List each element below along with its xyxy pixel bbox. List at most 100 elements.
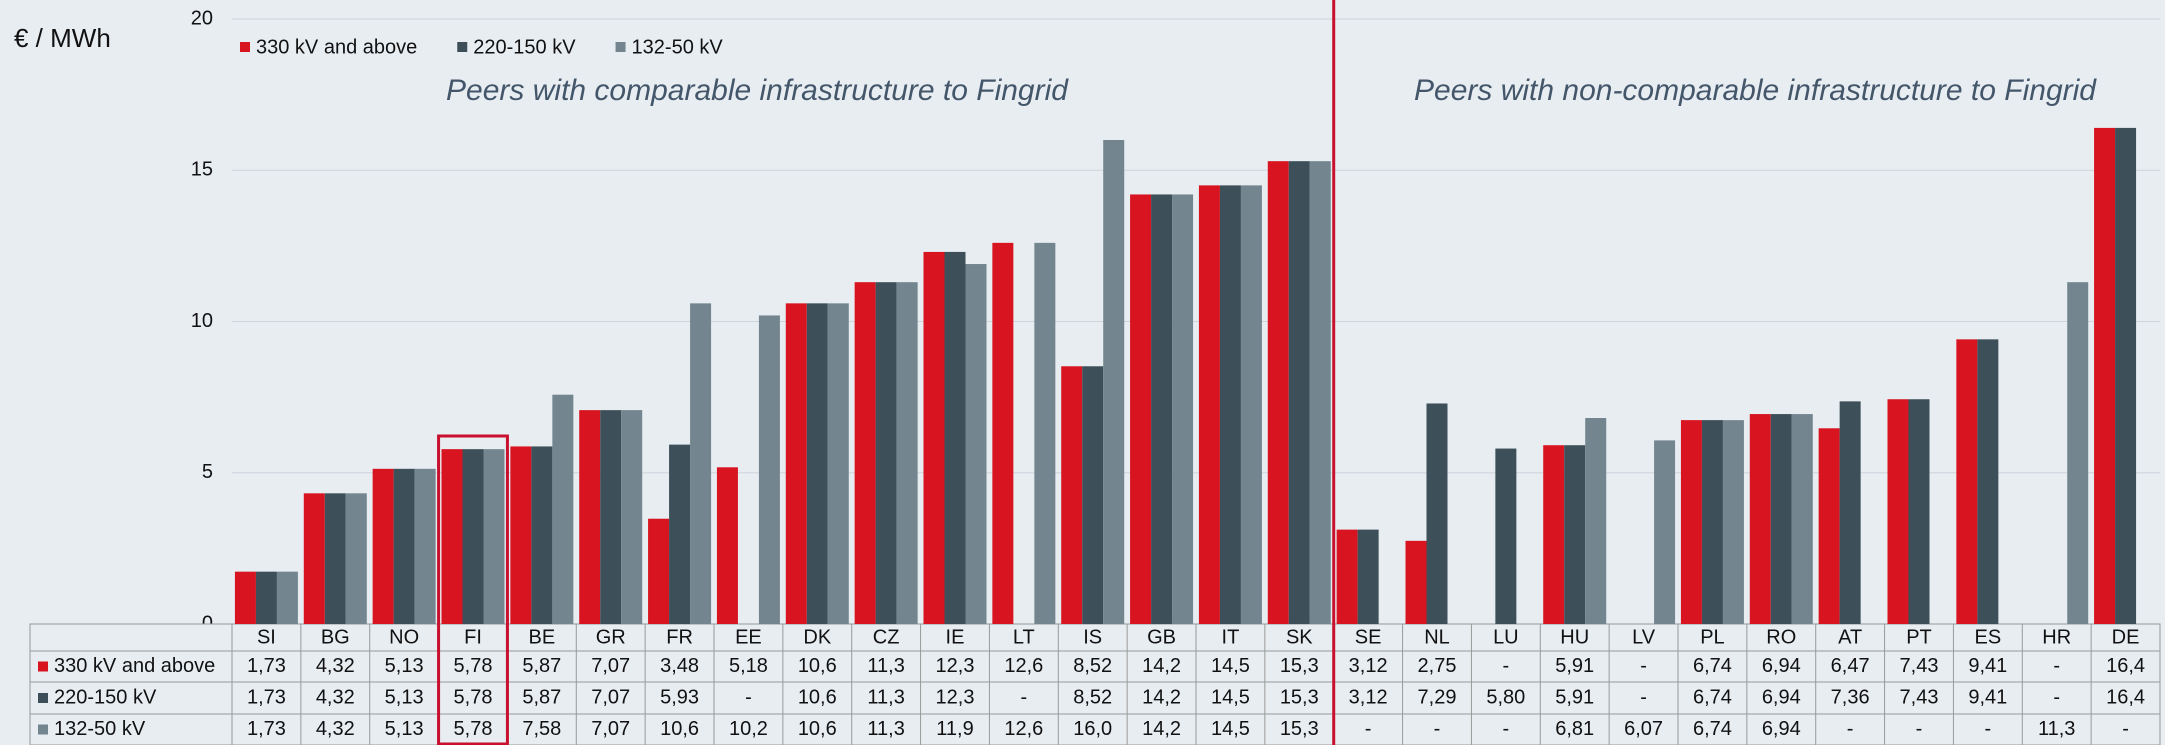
bar	[1405, 540, 1427, 624]
bar	[255, 571, 277, 624]
table-cell: 15,3	[1280, 655, 1319, 677]
bar	[965, 264, 987, 624]
bar	[600, 410, 622, 624]
table-cell: -	[1916, 718, 1923, 740]
table-cell: 3,12	[1349, 655, 1388, 677]
table-cell: -	[1847, 718, 1854, 740]
table-cell: 12,6	[1004, 718, 1043, 740]
bar	[552, 394, 574, 624]
table-cell: -	[1365, 718, 1372, 740]
bar	[1564, 445, 1586, 624]
x-tick-label: RO	[1766, 626, 1796, 648]
legend-marker	[38, 693, 48, 703]
x-tick-label: BG	[321, 626, 350, 648]
bar	[1818, 428, 1840, 624]
table-cell: 3,12	[1349, 686, 1388, 708]
bar	[372, 468, 394, 624]
table-cell: 6,74	[1693, 718, 1732, 740]
bar	[1654, 440, 1676, 624]
bar	[531, 446, 553, 624]
table-cell: 4,32	[316, 655, 355, 677]
table-cell: 5,91	[1555, 655, 1594, 677]
table-cell: 7,43	[1900, 686, 1939, 708]
table-cell: 14,2	[1142, 655, 1181, 677]
legend-marker	[615, 42, 626, 52]
table-cell: -	[1021, 686, 1028, 708]
table-cell: 6,74	[1693, 655, 1732, 677]
table-cell: 5,87	[522, 686, 561, 708]
bar	[1034, 242, 1056, 624]
row-label: 330 kV and above	[54, 655, 215, 677]
bar	[690, 303, 712, 624]
bar	[1130, 194, 1152, 624]
bar	[345, 493, 367, 624]
bar	[758, 315, 780, 624]
bar	[1151, 194, 1173, 624]
table-cell: 6,47	[1831, 655, 1870, 677]
table-cell: 5,80	[1486, 686, 1525, 708]
bar	[393, 468, 415, 624]
table-cell: 16,4	[2106, 686, 2145, 708]
table-cell: 8,52	[1073, 655, 1112, 677]
table-cell: 12,3	[936, 655, 975, 677]
table-cell: 2,75	[1418, 655, 1457, 677]
table-cell: 7,07	[591, 655, 630, 677]
table-cell: 7,36	[1831, 686, 1870, 708]
row-label: 220-150 kV	[54, 686, 157, 708]
x-tick-label: BE	[529, 626, 556, 648]
table-cell: -	[2053, 655, 2060, 677]
bar	[324, 493, 346, 624]
bar	[923, 251, 945, 625]
table-cell: -	[745, 686, 752, 708]
x-tick-label: NL	[1424, 626, 1450, 648]
bar	[414, 468, 436, 624]
x-tick-label: FI	[464, 626, 482, 648]
bar	[1357, 529, 1379, 624]
bar	[1103, 140, 1125, 624]
bar	[1240, 185, 1262, 624]
bar	[2115, 127, 2137, 625]
bar	[1680, 420, 1702, 624]
table-cell: 6,74	[1693, 686, 1732, 708]
x-tick-label: IS	[1083, 626, 1102, 648]
table-cell: 8,52	[1073, 686, 1112, 708]
table-cell: 14,2	[1142, 718, 1181, 740]
bar	[234, 571, 256, 624]
x-tick-label: PT	[1906, 626, 1932, 648]
bar	[992, 242, 1014, 624]
table-cell: 5,13	[385, 655, 424, 677]
table-cell: 5,87	[522, 655, 561, 677]
highlight-box	[437, 434, 509, 745]
x-tick-label: HR	[2042, 626, 2071, 648]
table-cell: 16,4	[2106, 655, 2145, 677]
table-bg	[29, 623, 2161, 745]
y-tick-label: 20	[191, 7, 213, 29]
x-tick-label: HU	[1560, 626, 1589, 648]
bar	[303, 493, 325, 624]
table-cell: 14,5	[1211, 655, 1250, 677]
bar	[1198, 185, 1220, 624]
bar	[827, 303, 849, 624]
table-cell: 15,3	[1280, 686, 1319, 708]
table-cell: 5,93	[660, 686, 699, 708]
table-cell: -	[1503, 718, 1510, 740]
table-cell: 10,2	[729, 718, 768, 740]
table-cell: 6,94	[1762, 718, 1801, 740]
x-tick-label: FR	[666, 626, 693, 648]
x-tick-label: SE	[1355, 626, 1382, 648]
bar	[1749, 414, 1771, 624]
x-tick-label: CZ	[873, 626, 900, 648]
table-cell: 10,6	[660, 718, 699, 740]
bar	[483, 449, 505, 624]
x-tick-label: NO	[389, 626, 419, 648]
x-tick-label: GR	[596, 626, 626, 648]
table-cell: 3,48	[660, 655, 699, 677]
bar	[944, 251, 966, 625]
table-cell: 6,07	[1624, 718, 1663, 740]
legend-label: 330 kV and above	[256, 36, 417, 58]
bar	[1977, 339, 1999, 624]
bar	[621, 410, 643, 624]
legend-label: 132-50 kV	[632, 36, 724, 58]
table-cell: 4,32	[316, 718, 355, 740]
